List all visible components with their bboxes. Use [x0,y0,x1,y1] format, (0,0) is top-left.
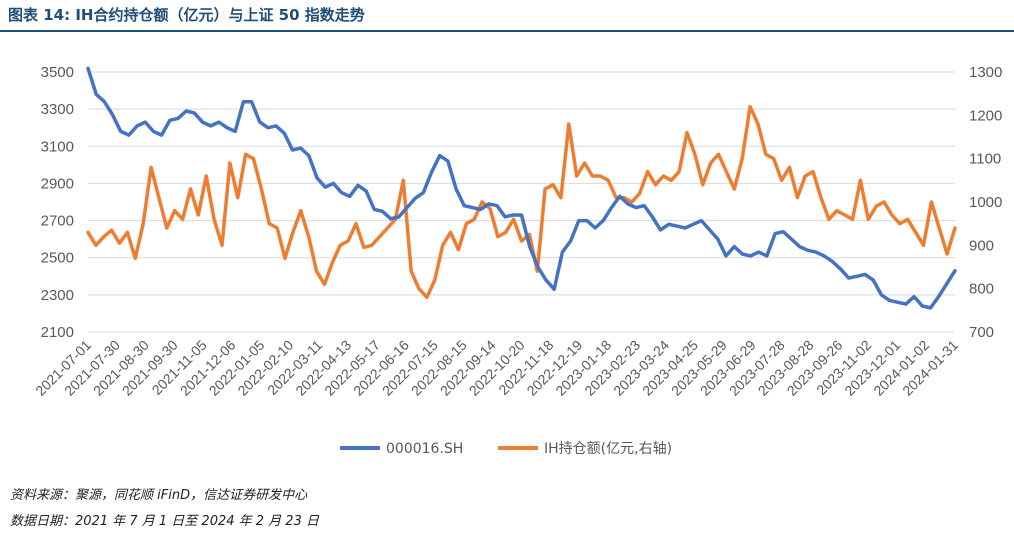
left-tick-label: 3500 [41,64,74,81]
line-chart: 2100 2300 2500 2700 2900 3100 3300 3500 700 800 9… [32,64,1002,457]
x-axis-ticks: 2021-07-012021-07-302021-08-302021-09-30… [32,337,961,399]
source-note: 资料来源：聚源，同花顺 iFinD，信达证券研发中心 [10,488,308,503]
left-tick-label: 3100 [41,138,74,155]
left-tick-label: 2900 [41,175,74,192]
date-note: 数据日期：2021 年 7 月 1 日至 2024 年 2 月 23 日 [10,514,319,529]
figure-title: 图表 14: IH合约持仓额（亿元）与上证 50 指数走势 [8,6,365,24]
left-tick-label: 2100 [41,324,74,341]
series-line-position [86,104,957,300]
grid-lines [88,71,955,333]
right-tick-label: 1300 [969,64,1002,81]
chart-container: 2100 2300 2500 2700 2900 3100 3300 3500 700 800 9… [0,30,1014,472]
series-layer [86,66,957,310]
legend-label-position: IH持仓额(亿元,右轴) [544,441,672,457]
left-tick-label: 3300 [41,101,74,118]
right-axis-ticks: 700 800 900 1000 1100 1200 1300 [969,64,1002,341]
series-line-index [86,66,957,310]
right-tick-label: 1100 [969,151,1001,168]
right-tick-label: 800 [969,281,994,298]
legend: 000016.SH IH持仓额(亿元,右轴) [340,441,672,457]
left-axis-ticks: 2100 2300 2500 2700 2900 3100 3300 3500 [41,64,74,341]
left-tick-label: 2700 [41,213,74,230]
right-tick-label: 900 [969,237,994,254]
right-tick-label: 1000 [969,194,1002,211]
right-tick-label: 1200 [969,107,1002,124]
left-tick-label: 2500 [41,250,74,267]
legend-label-index: 000016.SH [386,441,463,457]
left-tick-label: 2300 [41,287,74,304]
right-tick-label: 700 [969,324,994,341]
